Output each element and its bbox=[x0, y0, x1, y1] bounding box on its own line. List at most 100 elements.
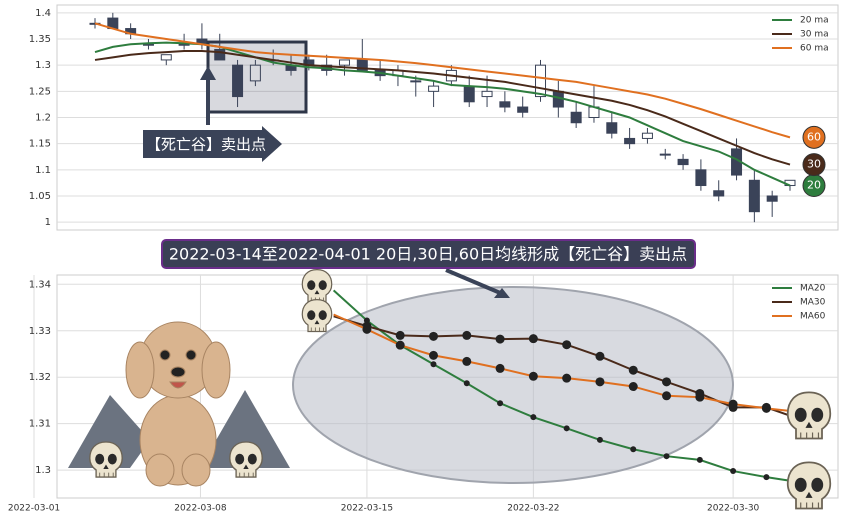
x-tick-label: 2022-03-01 bbox=[8, 504, 60, 514]
ma-point bbox=[495, 363, 505, 373]
ma-point bbox=[497, 400, 504, 407]
candle-body bbox=[178, 43, 190, 46]
candle-body bbox=[214, 48, 226, 61]
y-tick-label: 1 bbox=[45, 217, 51, 228]
candle-body bbox=[695, 169, 707, 187]
candle-body bbox=[463, 85, 475, 103]
legend-label: 60 ma bbox=[800, 44, 829, 54]
ma-point bbox=[563, 425, 570, 432]
candle-body bbox=[499, 101, 511, 108]
candle-body bbox=[766, 195, 778, 202]
ma-point bbox=[663, 453, 670, 460]
annotation-box bbox=[143, 126, 282, 162]
ma-point bbox=[429, 331, 438, 341]
candle-body bbox=[713, 190, 725, 197]
end-badge bbox=[802, 153, 826, 177]
banner-title: 2022-03-14至2022-04-01 20日,30日,60日均线形成【死亡… bbox=[169, 245, 687, 264]
ma-point bbox=[562, 340, 572, 350]
ma-point bbox=[462, 356, 472, 366]
y-tick-label: 1.4 bbox=[35, 8, 51, 19]
ma-point bbox=[530, 414, 537, 421]
x-tick-label: 2022-03-15 bbox=[341, 504, 393, 514]
y-tick-label: 1.32 bbox=[29, 372, 51, 383]
ma-line bbox=[94, 22, 791, 139]
ma-point bbox=[696, 456, 703, 463]
candle-body bbox=[570, 111, 582, 124]
end-badge-label: 30 bbox=[807, 158, 821, 171]
legend-label: MA20 bbox=[800, 284, 826, 294]
ma-point bbox=[595, 377, 605, 387]
ma-point bbox=[362, 324, 372, 334]
banner bbox=[161, 239, 696, 269]
skull-icon bbox=[786, 461, 832, 510]
candle-body bbox=[338, 59, 350, 66]
candle-body bbox=[517, 106, 529, 113]
ma-point bbox=[528, 371, 538, 381]
candle-body bbox=[356, 59, 368, 71]
ma-point bbox=[562, 373, 572, 383]
mountain bbox=[200, 390, 290, 468]
ma-point bbox=[596, 436, 603, 443]
end-badge bbox=[802, 125, 826, 149]
candle-body bbox=[535, 64, 547, 98]
ma-point bbox=[695, 392, 705, 402]
mountain bbox=[68, 395, 150, 468]
ma-point bbox=[528, 334, 538, 344]
legend-label: 30 ma bbox=[800, 30, 829, 40]
ma-point bbox=[595, 351, 605, 361]
ma-point bbox=[463, 380, 470, 387]
end-badge-label: 60 bbox=[807, 130, 821, 143]
y-tick-label: 1.34 bbox=[29, 279, 51, 290]
top-panel: 1 1.05 1.1 1.15 1.2 1.25 1.3 1.35 1.4 【死亡谷】卖出点 20 … bbox=[29, 8, 838, 228]
candle-body bbox=[232, 64, 244, 98]
bottom-panel: 1.3 1.31 1.32 1.33 1.34 2022-03-01 2022-03-08 2… bbox=[8, 275, 838, 514]
candle-body bbox=[606, 122, 618, 134]
dog bbox=[125, 321, 231, 487]
candle-body bbox=[677, 158, 689, 166]
candle-body bbox=[142, 43, 154, 46]
x-tick-label: 2022-03-30 bbox=[707, 504, 760, 514]
y-tick-label: 1.3 bbox=[35, 465, 51, 476]
ma-point bbox=[430, 361, 437, 368]
y-tick-label: 1.3 bbox=[35, 60, 51, 71]
ma-point bbox=[628, 365, 638, 375]
ma-point bbox=[730, 468, 737, 475]
annotation-label: 【死亡谷】卖出点 bbox=[146, 136, 266, 154]
y-tick-label: 1.33 bbox=[29, 326, 51, 337]
candle-body bbox=[659, 153, 671, 156]
y-tick-label: 1.31 bbox=[29, 419, 51, 430]
ma-point bbox=[662, 377, 672, 387]
pointer-head bbox=[494, 288, 510, 298]
candle-body bbox=[249, 64, 261, 82]
x-tick-label: 2022-03-22 bbox=[507, 504, 559, 514]
y-tick-label: 1.2 bbox=[35, 113, 51, 124]
ma-point bbox=[763, 474, 770, 481]
candle-body bbox=[160, 54, 172, 61]
y-tick-label: 1.15 bbox=[29, 139, 51, 150]
ma-point bbox=[429, 350, 438, 360]
legend-label: MA30 bbox=[800, 298, 826, 308]
ma-point bbox=[495, 334, 505, 344]
ma-point bbox=[395, 330, 405, 340]
ma-point bbox=[628, 382, 638, 391]
ma-point bbox=[630, 446, 637, 453]
candle-body bbox=[428, 85, 440, 92]
candle-body bbox=[641, 132, 653, 139]
ma-point bbox=[395, 340, 405, 350]
pointer-arrow bbox=[445, 268, 506, 297]
ma-point bbox=[662, 391, 672, 401]
ma-point bbox=[761, 403, 771, 413]
legend-label: 20 ma bbox=[800, 16, 829, 26]
y-tick-label: 1.35 bbox=[29, 34, 51, 45]
ma-point bbox=[728, 399, 738, 409]
x-tick-label: 2022-03-08 bbox=[174, 504, 227, 514]
legend-label: MA60 bbox=[800, 312, 826, 322]
candle-body bbox=[481, 90, 493, 98]
y-tick-label: 1.25 bbox=[29, 86, 51, 97]
candle-body bbox=[624, 137, 636, 145]
y-tick-label: 1.1 bbox=[35, 165, 51, 176]
y-tick-label: 1.05 bbox=[29, 191, 51, 202]
end-badge-label: 20 bbox=[807, 179, 821, 192]
